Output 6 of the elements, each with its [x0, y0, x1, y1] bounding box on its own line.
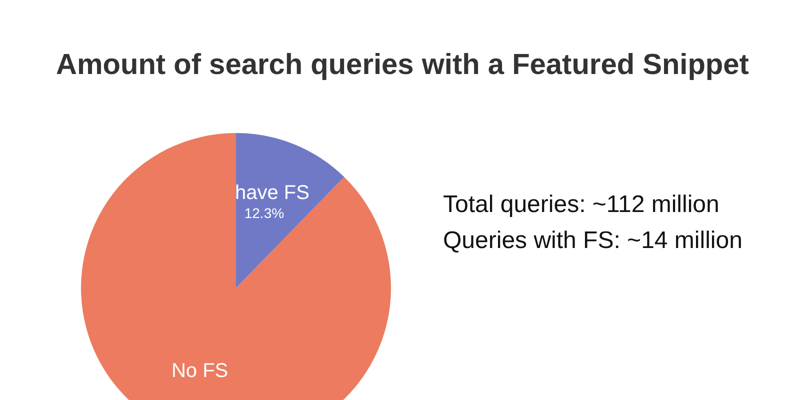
text: Queries with FS: ~14 million [443, 227, 742, 254]
slice-label: have FS [234, 182, 310, 204]
data-label: 12.3% [244, 204, 284, 221]
chart-title: Amount of search queries with a Featured Snippet [56, 49, 750, 81]
slice-label: No FS [171, 360, 228, 382]
text: Total queries: ~112 million [443, 191, 720, 218]
